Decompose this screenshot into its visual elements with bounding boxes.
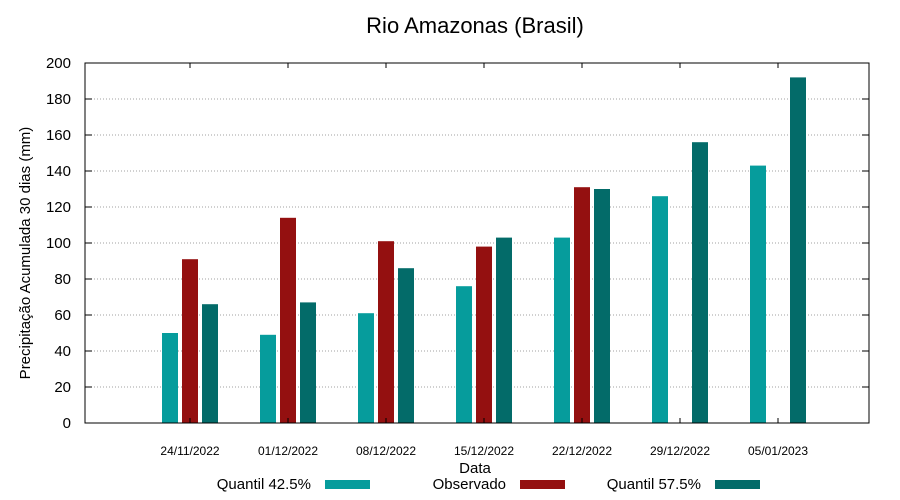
bar-quantil-42-5 bbox=[750, 165, 766, 423]
bar-observado bbox=[182, 259, 198, 423]
bar-quantil-57-5 bbox=[790, 77, 806, 424]
y-tick-label: 20 bbox=[54, 379, 71, 396]
y-tick-label: 60 bbox=[54, 307, 71, 324]
bar-quantil-57-5 bbox=[300, 302, 316, 423]
bar-quantil-57-5 bbox=[594, 189, 610, 423]
legend-swatch bbox=[715, 480, 760, 489]
bar-quantil-42-5 bbox=[652, 196, 668, 423]
y-axis-label: Precipitação Acumulada 30 dias (mm) bbox=[17, 127, 34, 380]
bar-observado bbox=[476, 246, 492, 423]
bars bbox=[162, 77, 806, 424]
bar-quantil-57-5 bbox=[496, 237, 512, 423]
bar-quantil-42-5 bbox=[554, 237, 570, 423]
y-tick-label: 80 bbox=[54, 271, 71, 288]
bar-quantil-42-5 bbox=[456, 286, 472, 423]
bar-observado bbox=[280, 217, 296, 423]
y-tick-label: 120 bbox=[46, 199, 71, 216]
y-tick-label: 100 bbox=[46, 235, 71, 252]
bar-quantil-42-5 bbox=[162, 333, 178, 423]
legend-swatch bbox=[520, 480, 565, 489]
bar-quantil-42-5 bbox=[358, 313, 374, 423]
x-tick-label: 15/12/2022 bbox=[454, 444, 514, 458]
y-tick-label: 40 bbox=[54, 343, 71, 360]
legend-label: Observado bbox=[433, 476, 506, 493]
legend: Quantil 42.5% Observado Quantil 57.5% bbox=[217, 476, 760, 493]
bar-quantil-57-5 bbox=[202, 304, 218, 423]
bar-quantil-57-5 bbox=[692, 142, 708, 423]
x-tick-label: 24/11/2022 bbox=[160, 444, 219, 458]
x-tick-label: 08/12/2022 bbox=[356, 444, 416, 458]
y-tick-label: 160 bbox=[46, 127, 71, 144]
legend-label: Quantil 57.5% bbox=[607, 476, 701, 493]
y-axis: 0 20 40 60 80 100 120 140 160 180 200 bbox=[46, 55, 869, 432]
y-tick-label: 200 bbox=[46, 55, 71, 72]
y-tick-label: 180 bbox=[46, 91, 71, 108]
legend-swatch bbox=[325, 480, 370, 489]
y-tick-label: 0 bbox=[63, 415, 71, 432]
legend-label: Quantil 42.5% bbox=[217, 476, 311, 493]
bar-observado bbox=[574, 187, 590, 423]
x-axis-label: Data bbox=[459, 460, 491, 477]
x-tick-label: 01/12/2022 bbox=[258, 444, 318, 458]
chart-title: Rio Amazonas (Brasil) bbox=[366, 13, 584, 38]
x-tick-label: 05/01/2023 bbox=[748, 444, 808, 458]
bar-quantil-42-5 bbox=[260, 334, 276, 423]
bar-quantil-57-5 bbox=[398, 268, 414, 423]
x-tick-label: 22/12/2022 bbox=[552, 444, 612, 458]
bar-observado bbox=[378, 241, 394, 423]
x-axis: 24/11/2022 01/12/2022 08/12/2022 15/12/2022… bbox=[160, 63, 808, 458]
x-tick-label: 29/12/2022 bbox=[650, 444, 710, 458]
y-tick-label: 140 bbox=[46, 163, 71, 180]
